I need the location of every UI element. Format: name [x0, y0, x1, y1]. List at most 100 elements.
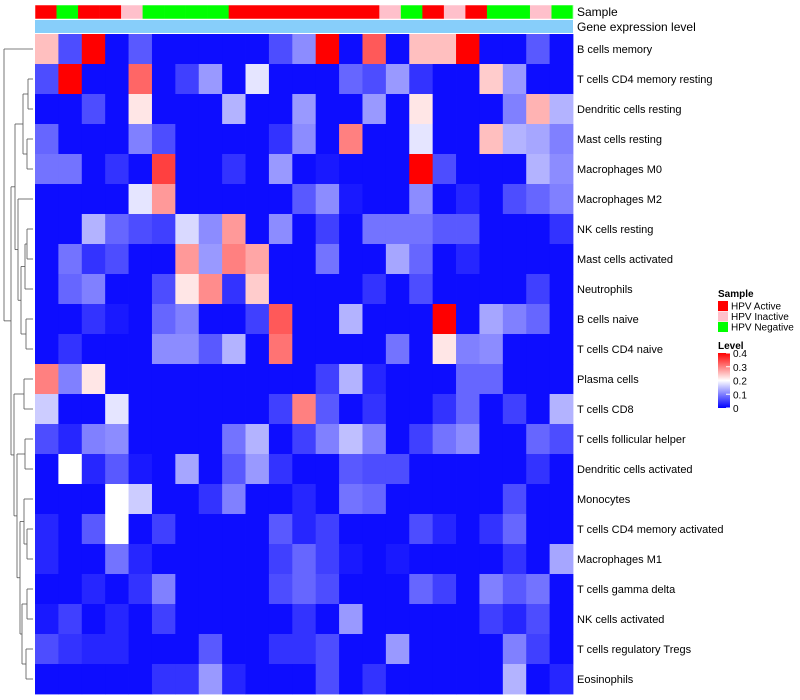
- legend-level-title: Level: [718, 341, 744, 352]
- heatmap-cell: [58, 184, 83, 215]
- heatmap-cell: [409, 274, 434, 305]
- heatmap-cell: [456, 64, 480, 95]
- heatmap-cell: [292, 154, 317, 185]
- heatmap-cell: [339, 94, 363, 125]
- heatmap-cell: [292, 604, 317, 635]
- heatmap-cell: [502, 574, 527, 605]
- heatmap-cell: [502, 604, 527, 635]
- heatmap-cell: [198, 634, 223, 665]
- heatmap-cell: [362, 634, 387, 665]
- heatmap-cell: [222, 604, 246, 635]
- heatmap-cell: [175, 94, 200, 125]
- heatmap-cell: [35, 574, 59, 605]
- heatmap-cell: [362, 604, 387, 635]
- heatmap-cell: [409, 634, 434, 665]
- heatmap-cell: [105, 424, 129, 455]
- heatmap-cell: [245, 244, 270, 275]
- heatmap-cell: [315, 574, 340, 605]
- sample-annotation-cell: [35, 5, 57, 19]
- heatmap-cell: [479, 574, 504, 605]
- heatmap-cell: [151, 664, 176, 695]
- heatmap-cell: [268, 604, 293, 635]
- heatmap-cell: [409, 244, 434, 275]
- heatmap-cell: [549, 124, 574, 155]
- heatmap-cell: [315, 544, 340, 575]
- heatmap-cell: [81, 574, 106, 605]
- heatmap-cell: [151, 244, 176, 275]
- heatmap-cell: [292, 544, 317, 575]
- heatmap-cell: [385, 514, 410, 545]
- heatmap-cell: [526, 514, 551, 545]
- heatmap-cell: [35, 244, 59, 275]
- heatmap-cell: [128, 514, 153, 545]
- heatmap-cell: [526, 334, 551, 365]
- row-label: NK cells activated: [577, 614, 664, 626]
- heatmap-cell: [268, 154, 293, 185]
- heatmap-cell: [128, 334, 153, 365]
- row-label: T cells regulatory Tregs: [577, 644, 692, 656]
- heatmap-cell: [549, 334, 574, 365]
- heatmap-cell: [175, 664, 200, 695]
- heatmap-cell: [35, 214, 59, 245]
- heatmap-cell: [456, 214, 480, 245]
- heatmap-cell: [409, 574, 434, 605]
- heatmap-cell: [222, 304, 246, 335]
- heatmap-cell: [128, 394, 153, 425]
- heatmap-cell: [526, 214, 551, 245]
- heatmap-cell: [432, 244, 457, 275]
- heatmap-cell: [526, 274, 551, 305]
- heatmap-cell: [58, 424, 83, 455]
- heatmap-cell: [81, 394, 106, 425]
- heatmap-cell: [456, 244, 480, 275]
- heatmap-cell: [245, 364, 270, 395]
- heatmap-cell: [339, 544, 363, 575]
- heatmap-cell: [502, 124, 527, 155]
- heatmap-cell: [339, 34, 363, 65]
- heatmap-cell: [35, 514, 59, 545]
- heatmap-cell: [432, 634, 457, 665]
- heatmap-cell: [339, 334, 363, 365]
- heatmap-cell: [549, 484, 574, 515]
- heatmap-cell: [81, 154, 106, 185]
- heatmap-cell: [81, 454, 106, 485]
- heatmap-cell: [128, 364, 153, 395]
- heatmap-cell: [245, 184, 270, 215]
- sample-annotation-cell: [508, 5, 531, 19]
- sample-annotation-label: Sample: [577, 5, 618, 19]
- heatmap-cell: [292, 34, 317, 65]
- heatmap-cell: [339, 304, 363, 335]
- heatmap-cell: [175, 184, 200, 215]
- heatmap-cell: [35, 634, 59, 665]
- heatmap-cell: [35, 604, 59, 635]
- heatmap-cell: [151, 574, 176, 605]
- heatmap-cell: [385, 544, 410, 575]
- heatmap-cell: [432, 214, 457, 245]
- heatmap-cell: [198, 364, 223, 395]
- heatmap-cell: [385, 454, 410, 485]
- sample-annotation-cell: [314, 5, 337, 19]
- heatmap-cell: [456, 634, 480, 665]
- heatmap-cell: [105, 664, 129, 695]
- heatmap-cell: [81, 304, 106, 335]
- heatmap-cell: [432, 394, 457, 425]
- heatmap-cell: [105, 544, 129, 575]
- heatmap-cell: [268, 124, 293, 155]
- heatmap-cell: [409, 34, 434, 65]
- level-tick-label: 0.2: [733, 377, 747, 388]
- heatmap-cell: [456, 604, 480, 635]
- heatmap-cell: [268, 514, 293, 545]
- heatmap-cell: [549, 154, 574, 185]
- heatmap-cell: [128, 304, 153, 335]
- heatmap-cell: [409, 484, 434, 515]
- heatmap-cell: [385, 64, 410, 95]
- heatmap-cell: [128, 424, 153, 455]
- heatmap-cell: [175, 484, 200, 515]
- heatmap-cell: [479, 214, 504, 245]
- level-tick-label: 0.3: [733, 363, 747, 374]
- heatmap-cell: [432, 304, 457, 335]
- heatmap-cell: [362, 124, 387, 155]
- heatmap-cell: [175, 574, 200, 605]
- heatmap-cell: [151, 334, 176, 365]
- heatmap-cell: [339, 364, 363, 395]
- heatmap-cell: [222, 124, 246, 155]
